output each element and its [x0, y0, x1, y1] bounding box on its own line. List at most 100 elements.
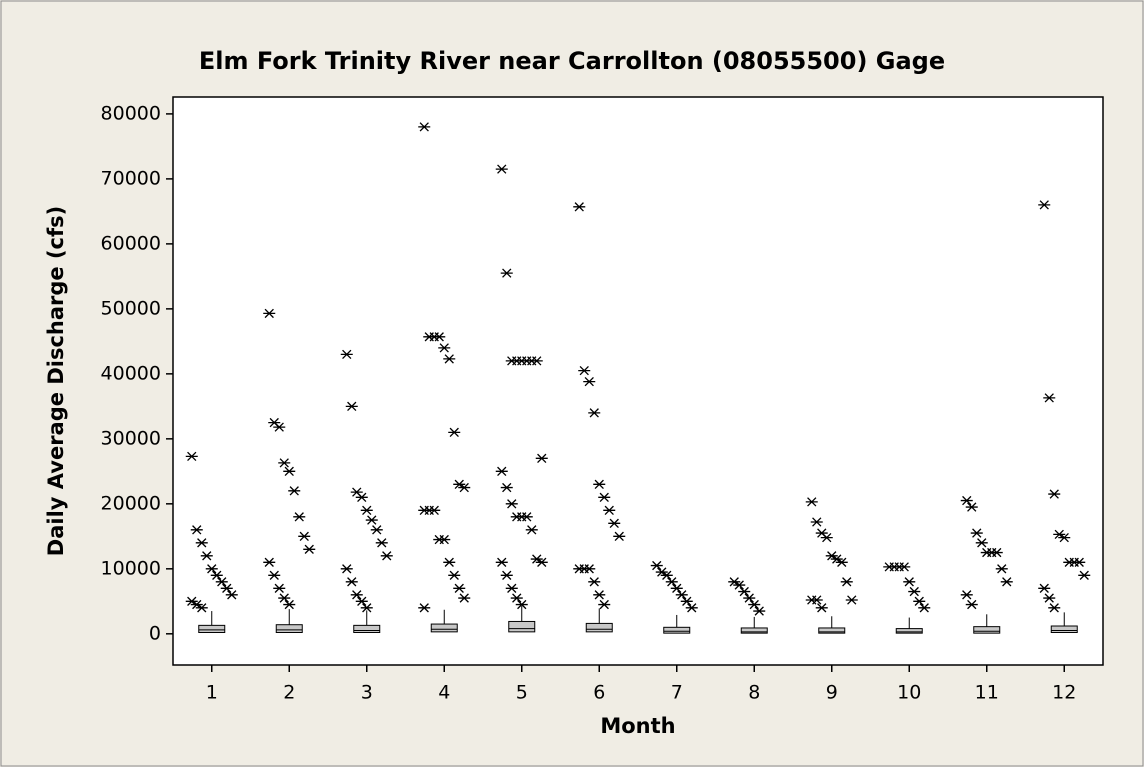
outlier [603, 505, 616, 515]
x-tick-label: 10 [897, 682, 921, 704]
box [663, 626, 691, 634]
outlier [990, 547, 1003, 558]
outlier [598, 492, 611, 502]
outlier [805, 497, 818, 507]
outlier [505, 583, 518, 593]
box [508, 620, 536, 633]
y-tick-label: 10000 [101, 557, 161, 579]
outlier [510, 593, 523, 603]
x-tick-label: 6 [593, 682, 605, 704]
outlier [680, 596, 693, 606]
y-tick-label: 0 [149, 622, 161, 644]
outlier [598, 599, 611, 610]
outlier [685, 603, 698, 613]
outlier [200, 551, 213, 561]
outlier [960, 495, 973, 506]
outlier [593, 479, 606, 489]
outlier [340, 349, 353, 360]
outlier [190, 525, 203, 535]
outlier [448, 427, 461, 438]
outlier [453, 583, 466, 593]
outlier [975, 538, 988, 548]
x-tick-label: 12 [1052, 682, 1076, 704]
outlier [840, 577, 853, 587]
x-tick-label: 4 [438, 682, 450, 704]
outlier [380, 551, 393, 561]
outlier [1038, 583, 1051, 593]
outlier [908, 586, 921, 597]
outlier [263, 308, 276, 319]
outlier [748, 599, 761, 610]
outlier [810, 595, 823, 605]
outlier [670, 583, 683, 593]
x-tick-label: 9 [826, 682, 838, 704]
outlier [370, 525, 383, 535]
outlier [355, 596, 368, 606]
outlier [1048, 603, 1061, 613]
box [1050, 625, 1078, 634]
box [818, 627, 846, 634]
outlier [650, 560, 663, 571]
x-tick-label: 8 [748, 682, 760, 704]
outlier [340, 564, 353, 574]
outlier [268, 570, 281, 580]
outlier [1043, 393, 1056, 403]
outlier [613, 531, 626, 541]
outlier [588, 577, 601, 587]
outlier [263, 557, 276, 567]
outlier [960, 590, 973, 600]
outlier [273, 422, 286, 432]
y-tick-label: 40000 [101, 362, 161, 384]
outlier [1000, 577, 1013, 587]
outlier [583, 564, 596, 574]
outlier [500, 570, 513, 580]
outlier [195, 603, 208, 613]
outlier [298, 531, 311, 541]
outlier [515, 599, 528, 610]
outlier [418, 122, 431, 132]
outlier [278, 458, 291, 468]
outlier [665, 577, 678, 587]
outlier [220, 583, 233, 593]
y-tick-label: 80000 [101, 102, 161, 124]
outlier [418, 603, 431, 613]
outlier [443, 354, 456, 364]
outlier [898, 562, 911, 572]
outlier [520, 512, 533, 522]
x-tick-label: 3 [361, 682, 373, 704]
box [585, 622, 613, 633]
x-tick-label: 11 [975, 682, 999, 704]
outlier [733, 580, 746, 590]
outlier [500, 268, 513, 278]
box [895, 628, 923, 634]
box [275, 624, 303, 634]
outlier [215, 577, 228, 587]
outlier [303, 544, 316, 554]
x-tick-label: 7 [671, 682, 683, 704]
outlier [438, 343, 451, 353]
outlier [438, 534, 451, 545]
outlier [225, 590, 238, 600]
outlier [185, 451, 198, 462]
outlier [918, 603, 931, 613]
outlier [965, 502, 978, 512]
box [973, 626, 1001, 634]
outlier [753, 606, 766, 616]
x-tick-label: 2 [283, 682, 295, 704]
outlier [495, 466, 508, 476]
outlier [815, 603, 828, 613]
box [430, 623, 458, 633]
outlier [573, 202, 586, 212]
outlier [608, 518, 621, 528]
box [198, 624, 226, 634]
outlier [743, 593, 756, 603]
outlier [675, 590, 688, 600]
outlier [495, 557, 508, 567]
outlier [350, 590, 363, 600]
outlier [505, 499, 518, 509]
outlier [365, 515, 378, 525]
y-tick-label: 50000 [101, 297, 161, 319]
outlier [970, 528, 983, 538]
x-tick-label: 1 [206, 682, 218, 704]
